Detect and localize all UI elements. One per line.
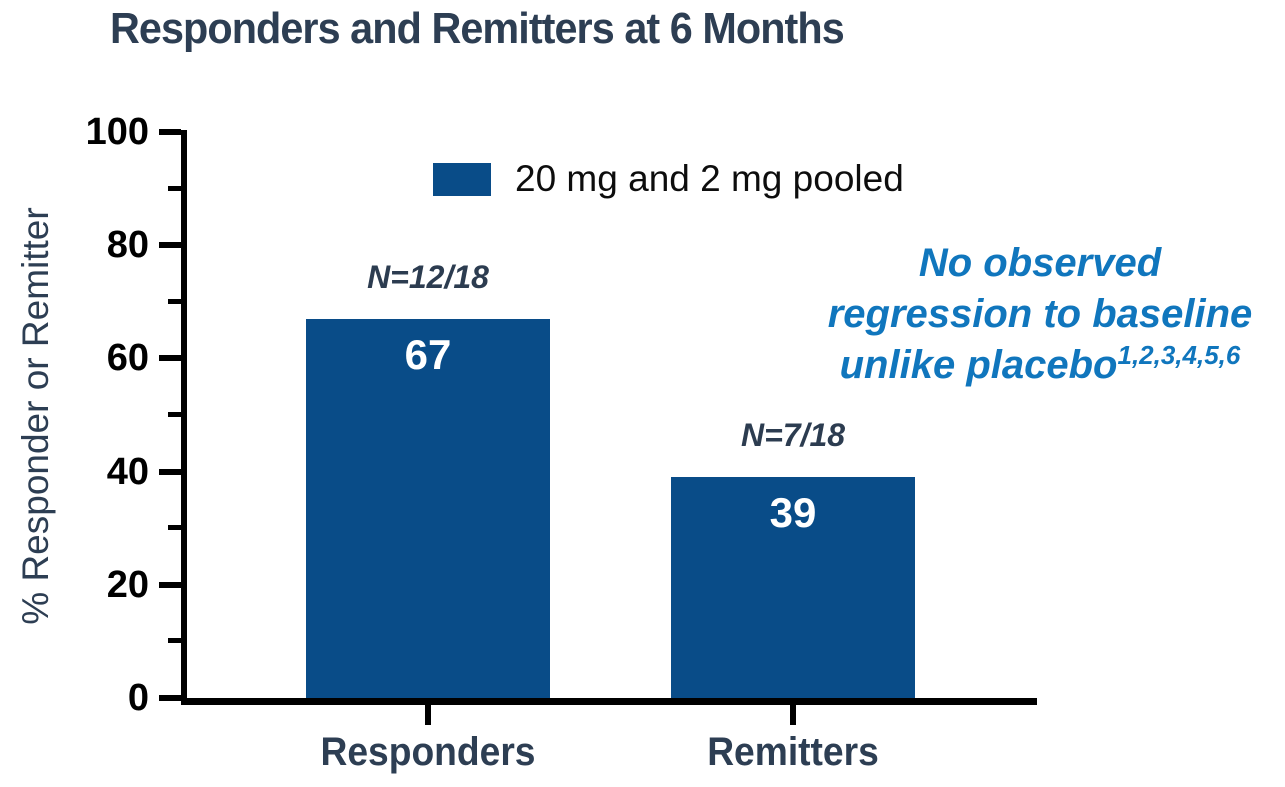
annotation-callout: No observed regression to baseline unlik… [790,238,1285,391]
n-count-label: N=7/18 [740,417,846,453]
y-tick-label: 20 [106,563,149,606]
legend: 20 mg and 2 mg pooled [433,158,904,200]
annotation-references: 1,2,3,4,5,6 [1117,340,1241,370]
bar-value-label: 39 [769,489,817,536]
y-axis-line [181,130,187,705]
y-major-tick [159,468,181,475]
x-tick [790,705,796,725]
y-minor-tick [168,185,181,191]
n-count-label: N=12/18 [367,259,489,295]
bar-value-label: 67 [404,331,452,378]
y-tick-label: 80 [106,224,149,267]
annotation-line-2: regression to baseline [827,292,1253,336]
x-category-label-responders: Responders [320,730,536,774]
y-major-tick [159,581,181,588]
bar-remitters [671,477,915,698]
y-tick-label: 60 [106,337,149,380]
y-major-tick [159,242,181,249]
annotation-line-3: unlike placebo1,2,3,4,5,6 [790,340,1285,391]
y-minor-tick [168,298,181,304]
y-major-tick [159,355,181,362]
x-axis-line [181,698,1037,705]
x-category-label-remitters: Remitters [707,730,879,774]
y-minor-tick [168,525,181,531]
annotation-line-3-text: unlike placebo [839,343,1118,387]
y-minor-tick [168,412,181,417]
bar-responders [306,319,550,698]
y-major-tick [159,129,181,135]
legend-label: 20 mg and 2 mg pooled [515,158,904,199]
y-tick-label: 100 [85,111,149,153]
annotation-line-1: No observed [918,241,1162,285]
y-tick-label: 40 [106,450,149,493]
legend-swatch [433,162,491,196]
y-tick-label: 0 [127,677,149,719]
chart-title: Responders and Remitters at 6 Months [110,4,845,53]
y-major-tick [159,695,181,701]
y-minor-tick [168,638,181,644]
x-tick [425,705,431,725]
y-axis-title: % Responder or Remitter [15,207,56,625]
